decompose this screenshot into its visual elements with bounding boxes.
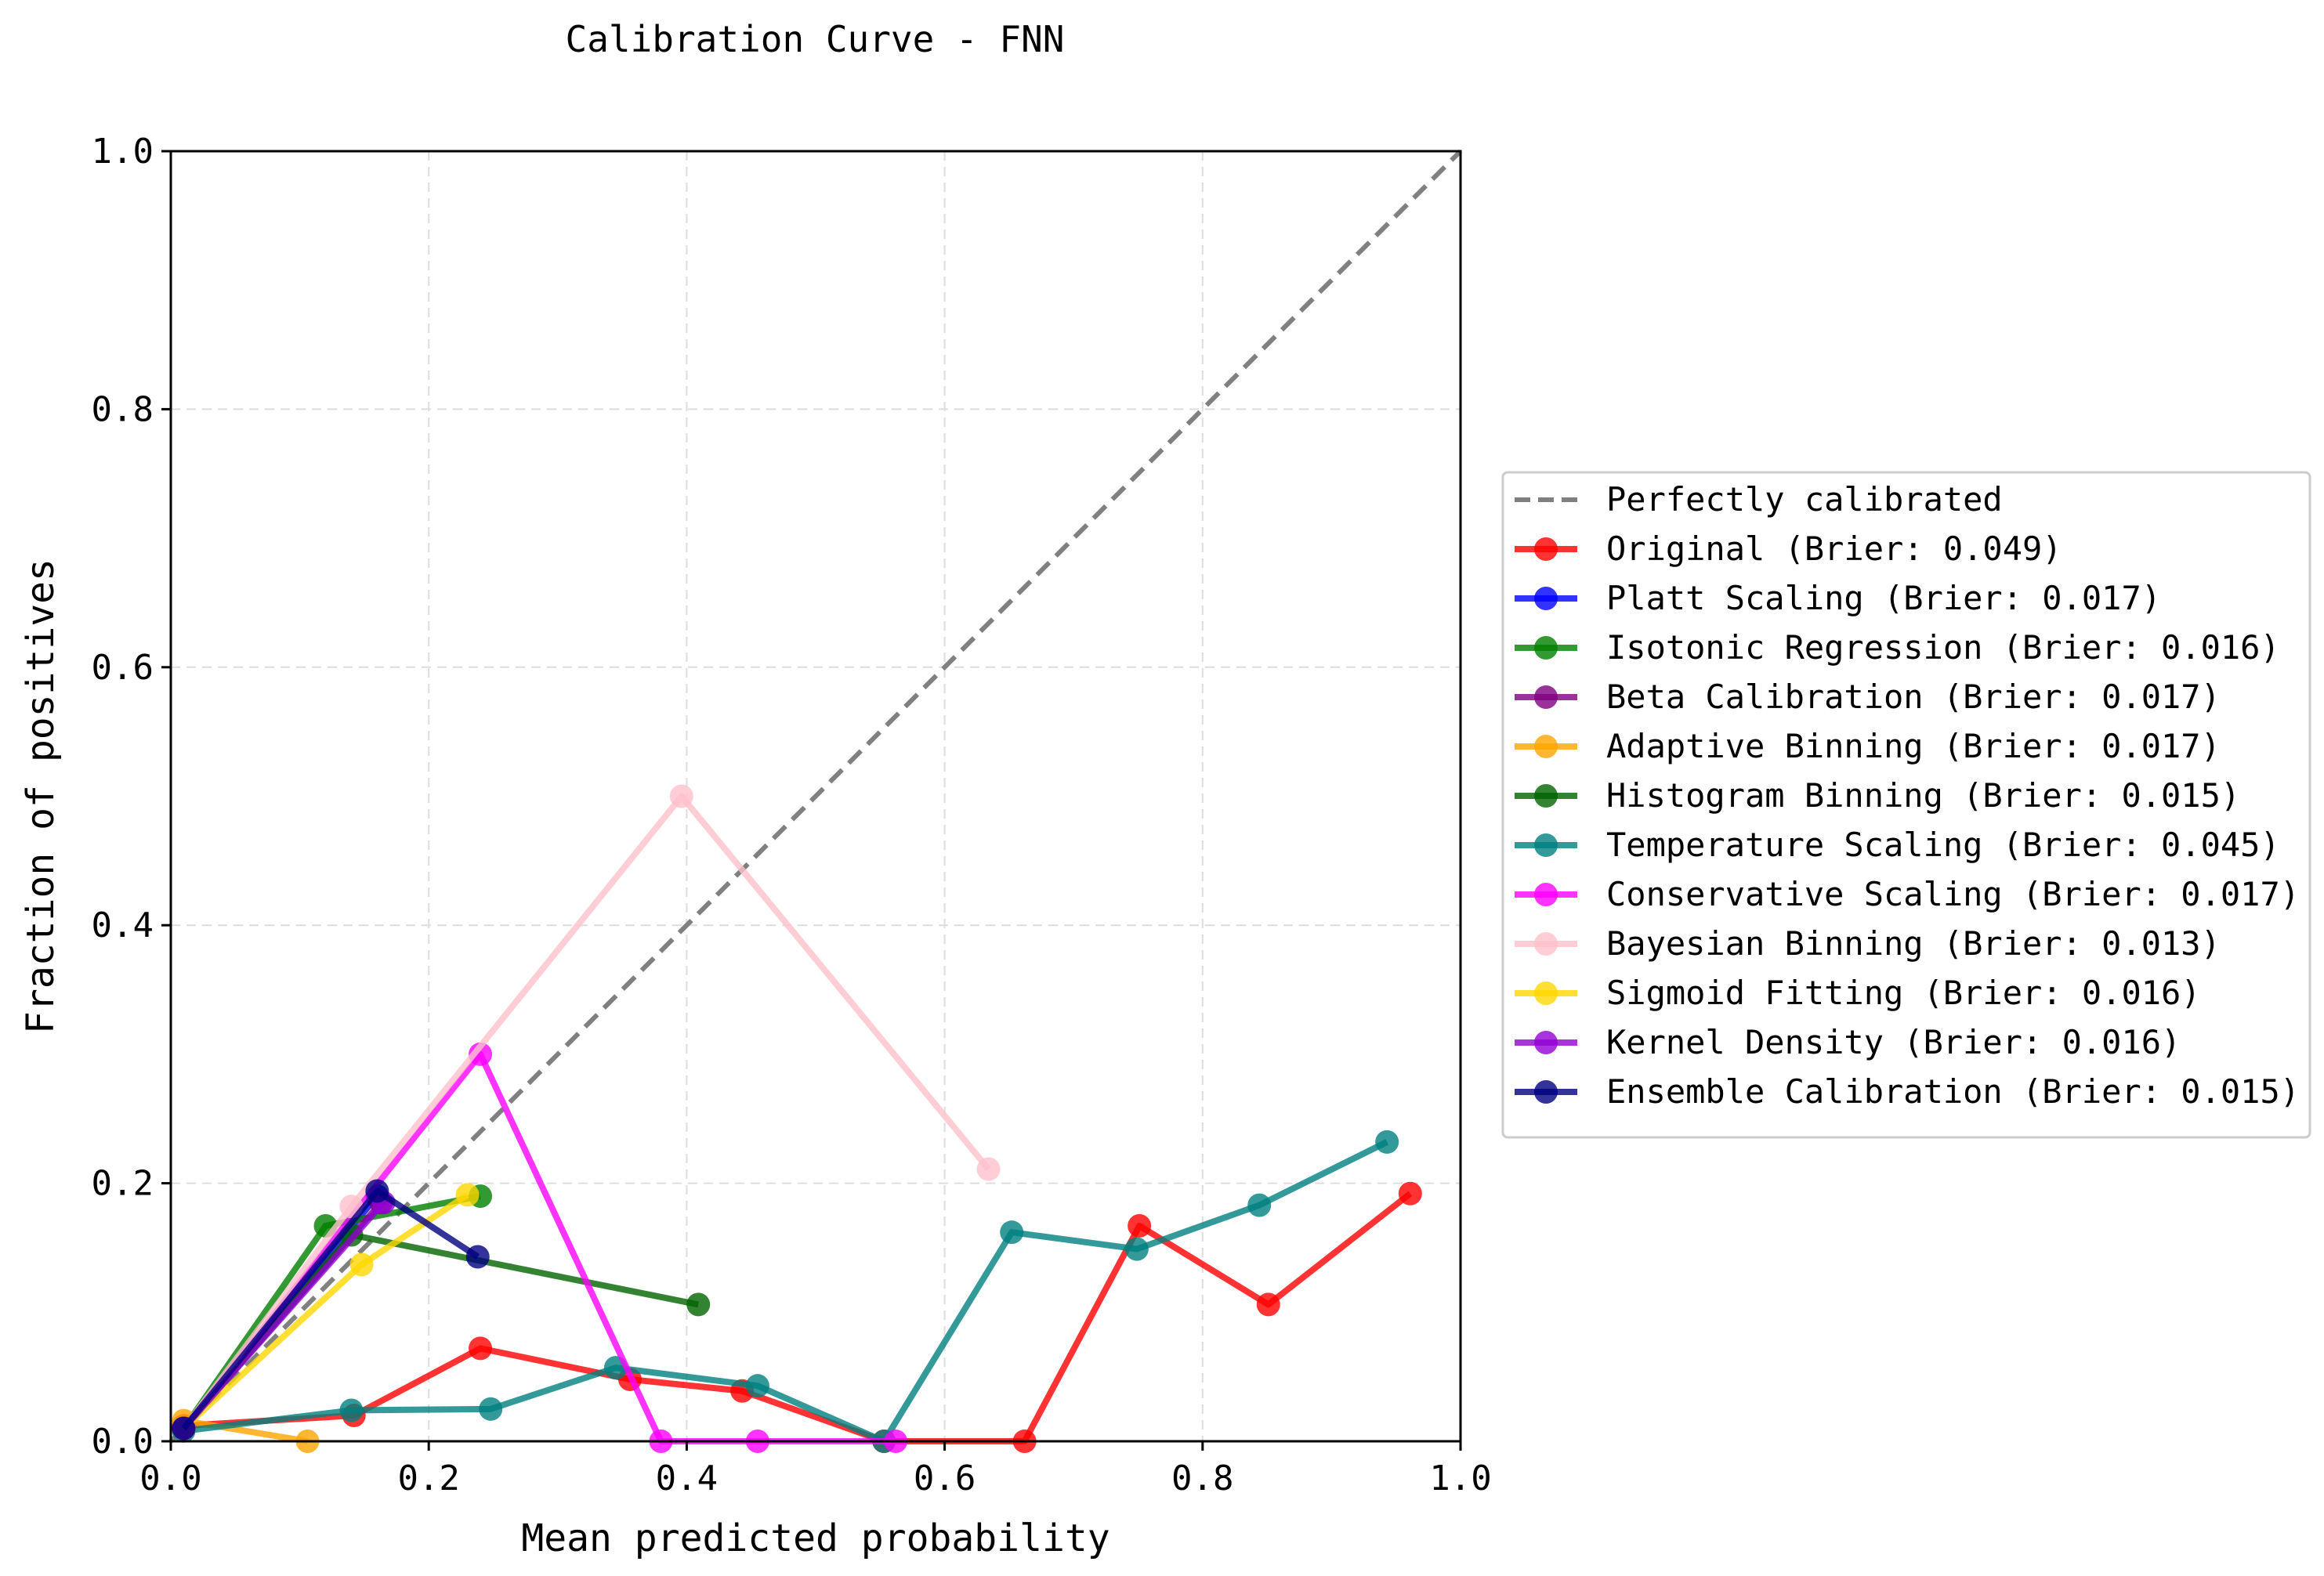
- legend-label: Kernel Density (Brier: 0.016): [1606, 1023, 2181, 1061]
- data-point: [349, 1252, 374, 1277]
- series: [172, 1184, 493, 1440]
- y-tick-label: 0.6: [92, 648, 154, 688]
- legend-label: Ensemble Calibration (Brier: 0.015): [1606, 1072, 2300, 1111]
- data-point: [1128, 1213, 1152, 1238]
- legend-marker: [1534, 587, 1558, 610]
- legend-marker: [1534, 735, 1558, 758]
- y-tick-label: 0.0: [92, 1422, 154, 1462]
- data-point: [1247, 1193, 1272, 1217]
- x-tick-label: 1.0: [1429, 1459, 1491, 1498]
- legend-label: Perfectly calibrated: [1606, 480, 2003, 519]
- x-tick-label: 0.4: [656, 1459, 718, 1498]
- legend-label: Histogram Binning (Brier: 0.015): [1606, 776, 2240, 815]
- data-point: [1375, 1130, 1399, 1154]
- plot-frame: [169, 150, 1462, 1443]
- data-point: [1398, 1181, 1422, 1205]
- legend-entry: Original (Brier: 0.049): [1515, 530, 2062, 568]
- legend-label: Conservative Scaling (Brier: 0.017): [1606, 875, 2300, 913]
- x-tick-label: 0.2: [397, 1459, 459, 1498]
- data-point: [339, 1398, 364, 1422]
- legend-entry: Sigmoid Fitting (Brier: 0.016): [1515, 974, 2201, 1012]
- legend-label: Sigmoid Fitting (Brier: 0.016): [1606, 974, 2201, 1012]
- legend-marker: [1534, 833, 1558, 857]
- series-group: [172, 784, 1422, 1453]
- legend-marker: [1534, 784, 1558, 808]
- legend-label: Platt Scaling (Brier: 0.017): [1606, 579, 2161, 617]
- series-line: [181, 1050, 896, 1444]
- perfectly-calibrated-line: [168, 149, 1463, 1444]
- x-tick-label: 0.8: [1171, 1459, 1233, 1498]
- legend-entry: Ensemble Calibration (Brier: 0.015): [1515, 1072, 2300, 1111]
- data-point: [745, 1374, 769, 1398]
- series-line: [181, 793, 991, 1430]
- series: [172, 1179, 490, 1440]
- data-point: [479, 1397, 503, 1421]
- legend-label: Isotonic Regression (Brier: 0.016): [1606, 628, 2280, 667]
- data-point: [455, 1183, 480, 1207]
- legend-marker: [1534, 685, 1558, 709]
- legend-marker: [1534, 883, 1558, 906]
- y-tick-label: 0.8: [92, 389, 154, 429]
- data-point: [1124, 1237, 1149, 1261]
- legend-entry: Kernel Density (Brier: 0.016): [1515, 1023, 2181, 1061]
- legend-label: Temperature Scaling (Brier: 0.045): [1606, 826, 2280, 864]
- data-point: [365, 1179, 389, 1203]
- data-point: [465, 1245, 490, 1269]
- legend-entry: Bayesian Binning (Brier: 0.013): [1515, 924, 2221, 963]
- data-point: [172, 1416, 196, 1440]
- data-point: [469, 1042, 493, 1066]
- legend-marker: [1534, 1080, 1558, 1104]
- legend: Perfectly calibrated Original (Brier: 0.0…: [1501, 471, 2311, 1139]
- series-line: [183, 1191, 1413, 1444]
- legend-box: [1501, 471, 2311, 1139]
- x-tick-label: 0.0: [139, 1459, 201, 1498]
- data-point: [669, 784, 693, 808]
- y-axis-label: Fraction of positives: [19, 558, 63, 1034]
- legend-marker: [1534, 537, 1558, 561]
- legend-entry: Adaptive Binning (Brier: 0.017): [1515, 727, 2221, 765]
- x-axis-label: Mean predicted probability: [521, 1516, 1110, 1560]
- data-point: [469, 1336, 493, 1361]
- legend-marker: [1534, 981, 1558, 1005]
- legend-entry: Temperature Scaling (Brier: 0.045): [1515, 826, 2280, 864]
- legend-label: Bayesian Binning (Brier: 0.013): [1606, 924, 2221, 963]
- legend-entry: Beta Calibration (Brier: 0.017): [1515, 678, 2221, 716]
- series-line: [183, 1417, 309, 1444]
- legend-marker: [1534, 932, 1558, 956]
- legend-entry: Platt Scaling (Brier: 0.017): [1515, 579, 2161, 617]
- legend-marker: [1534, 636, 1558, 660]
- reference-line: [168, 149, 1463, 1444]
- legend-label: Original (Brier: 0.049): [1606, 530, 2062, 568]
- y-tick-label: 0.2: [92, 1164, 154, 1204]
- series-line: [183, 1139, 1388, 1444]
- legend-label: Adaptive Binning (Brier: 0.017): [1606, 727, 2221, 765]
- legend-marker: [1534, 1031, 1558, 1054]
- legend-entry: Perfectly calibrated: [1515, 480, 2003, 519]
- series: [172, 784, 1001, 1440]
- legend-label: Beta Calibration (Brier: 0.017): [1606, 678, 2221, 716]
- legend-entry: Isotonic Regression (Brier: 0.016): [1515, 628, 2280, 667]
- data-point: [686, 1292, 711, 1317]
- data-point: [1000, 1220, 1024, 1245]
- x-tick-label: 0.6: [914, 1459, 976, 1498]
- y-tick-label: 1.0: [92, 132, 154, 172]
- y-tick-label: 0.4: [92, 905, 154, 945]
- data-point: [1256, 1292, 1280, 1317]
- legend-entry: Conservative Scaling (Brier: 0.017): [1515, 875, 2300, 913]
- legend-entry: Histogram Binning (Brier: 0.015): [1515, 776, 2240, 815]
- chart-title: Calibration Curve - FNN: [566, 18, 1065, 60]
- data-point: [976, 1157, 1001, 1181]
- axis-ticks: 0.0 0.2 0.4 0.6 0.8 1.0 0.0 0.2 0.4 0.6 0.8 1.0: [92, 132, 1492, 1498]
